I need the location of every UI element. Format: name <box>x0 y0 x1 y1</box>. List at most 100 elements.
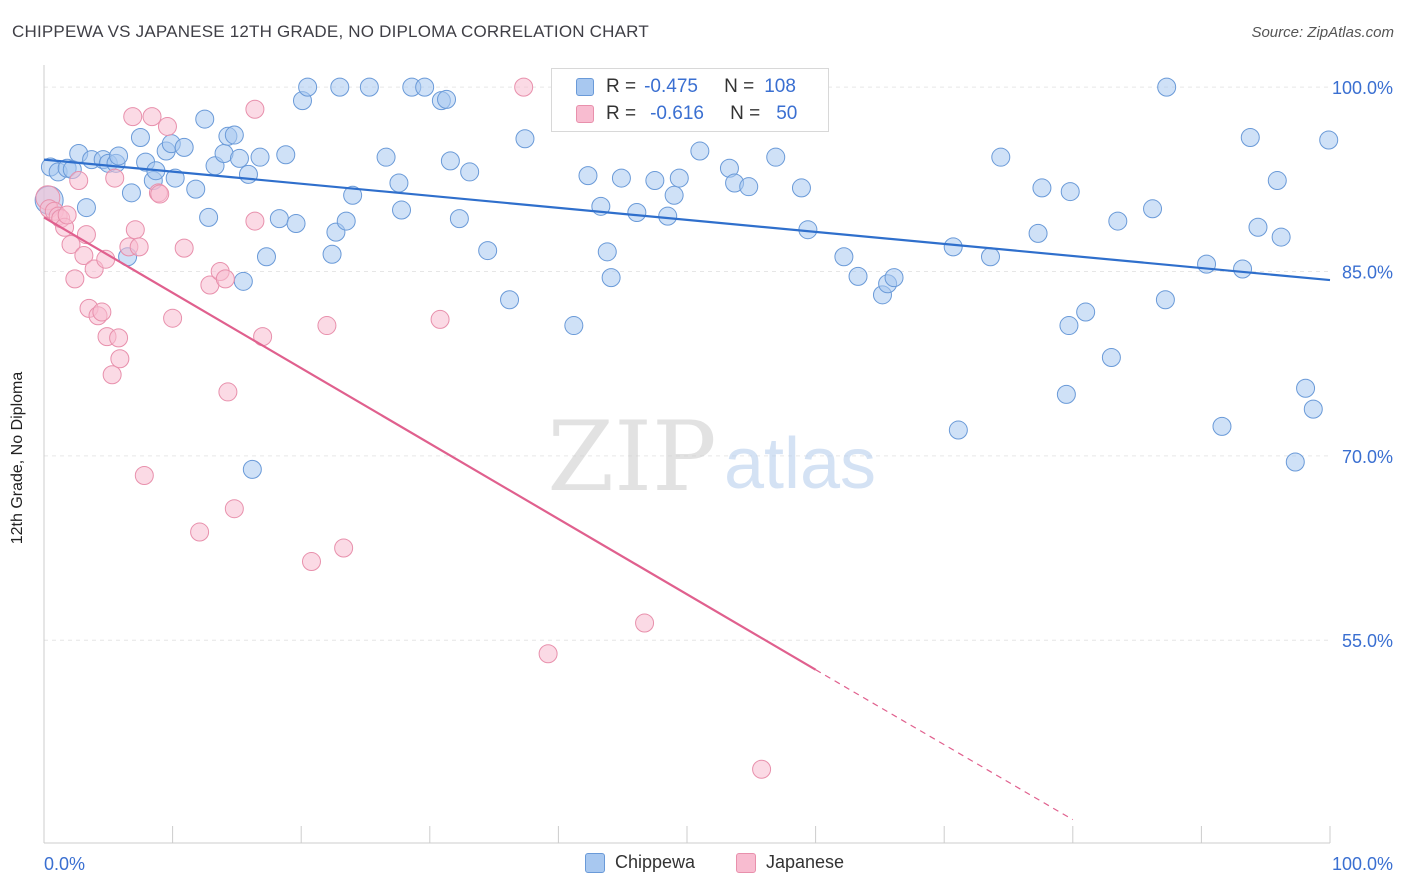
chippewa-point <box>739 177 759 197</box>
japanese-point <box>69 171 89 191</box>
japanese-point <box>514 77 534 97</box>
chippewa-point <box>948 420 968 440</box>
trend-lines <box>43 158 1331 821</box>
chippewa-point <box>1296 378 1316 398</box>
series-legend: Chippewa Japanese <box>0 852 1406 878</box>
chippewa-point <box>109 146 129 166</box>
x-tick-label: 0.0% <box>44 854 85 874</box>
chippewa-point <box>564 316 584 336</box>
chippewa-point <box>415 77 435 97</box>
japanese-point <box>317 316 337 336</box>
chippewa-point <box>174 137 194 157</box>
legend-row-japanese: R = -0.616 N = 50 <box>576 101 797 127</box>
chippewa-point <box>440 151 460 171</box>
chippewa-point <box>627 202 647 222</box>
legend-item-japanese[interactable]: Japanese <box>736 852 844 873</box>
chippewa-swatch <box>576 78 594 96</box>
japanese-point <box>109 328 129 348</box>
japanese-point <box>752 759 772 779</box>
chippewa-point <box>286 214 306 234</box>
legend-n-value: 108 <box>764 76 796 97</box>
japanese-point <box>245 211 265 231</box>
japanese-point <box>538 644 558 664</box>
chippewa-point <box>389 173 409 193</box>
chippewa-point <box>1271 227 1291 247</box>
legend-n-label: N = <box>724 76 755 97</box>
source-label: Source: ZipAtlas.com <box>1251 24 1394 41</box>
chippewa-point <box>449 209 469 229</box>
japanese-point <box>190 522 210 542</box>
japanese-point <box>174 238 194 258</box>
chippewa-point <box>515 129 535 149</box>
chippewa-point <box>165 168 185 188</box>
chippewa-point <box>1032 178 1052 198</box>
legend-item-chippewa[interactable]: Chippewa <box>585 852 695 873</box>
chippewa-point <box>1233 259 1253 279</box>
chippewa-point <box>195 109 215 129</box>
chippewa-legend-swatch <box>585 852 605 873</box>
japanese-point <box>65 269 85 289</box>
japanese-point <box>92 302 112 322</box>
chippewa-point <box>276 145 296 165</box>
chippewa-point <box>359 77 379 97</box>
chippewa-point <box>1157 77 1177 97</box>
chippewa-point <box>578 166 598 186</box>
chippewa-point <box>1101 348 1121 368</box>
legend-r-value: -0.475 <box>644 76 698 97</box>
chippewa-point <box>1248 217 1268 237</box>
legend-japanese-label: Japanese <box>766 852 845 872</box>
chippewa-point <box>1059 316 1079 336</box>
chippewa-point <box>121 183 141 203</box>
japanese-trend-extension <box>815 669 1074 821</box>
watermark: ZIP atlas <box>547 401 876 513</box>
chippewa-point <box>224 125 244 145</box>
chippewa-point <box>645 171 665 191</box>
japanese-point <box>218 382 238 402</box>
chippewa-point <box>460 162 480 182</box>
series-japanese-points <box>35 77 772 779</box>
chippewa-point <box>1303 399 1323 419</box>
chippewa-point <box>669 168 689 188</box>
y-tick-label: 85.0% <box>1342 262 1393 282</box>
chippewa-point <box>664 185 684 205</box>
chippewa-point <box>343 185 363 205</box>
chippewa-point <box>1240 128 1260 148</box>
chippewa-point <box>478 241 498 261</box>
chippewa-point <box>1056 384 1076 404</box>
japanese-point <box>76 225 96 245</box>
y-tick-label: 55.0% <box>1342 631 1393 651</box>
japanese-point <box>635 613 655 633</box>
chippewa-point <box>130 128 150 148</box>
tick-labels: 100.0% 85.0% 70.0% 55.0% 0.0% 100.0% <box>44 78 1393 874</box>
chippewa-point <box>229 148 249 168</box>
chippewa-point <box>980 247 1000 267</box>
japanese-point <box>110 349 130 369</box>
japanese-point <box>134 466 154 486</box>
japanese-point <box>61 234 81 254</box>
japanese-point <box>125 220 145 240</box>
japanese-point <box>102 365 122 385</box>
chippewa-point <box>1319 130 1339 150</box>
chippewa-point <box>1076 302 1096 322</box>
chippewa-point <box>242 459 262 479</box>
japanese-point <box>301 552 321 572</box>
legend-r-value: -0.616 <box>650 103 704 124</box>
chippewa-point <box>848 266 868 286</box>
chippewa-point <box>186 179 206 199</box>
chippewa-point <box>791 178 811 198</box>
japanese-point <box>105 168 125 188</box>
chippewa-point <box>690 141 710 161</box>
chippewa-point <box>76 198 96 218</box>
chippewa-point <box>269 209 289 229</box>
chippewa-point <box>1155 290 1175 310</box>
chippewa-point <box>500 290 520 310</box>
japanese-point <box>157 116 177 136</box>
watermark-atlas: atlas <box>724 424 876 504</box>
chippewa-point <box>298 77 318 97</box>
chippewa-point <box>1212 416 1232 436</box>
japanese-point <box>245 99 265 119</box>
chippewa-point <box>376 147 396 167</box>
chippewa-point <box>834 247 854 267</box>
legend-r-label: R = <box>606 103 637 124</box>
